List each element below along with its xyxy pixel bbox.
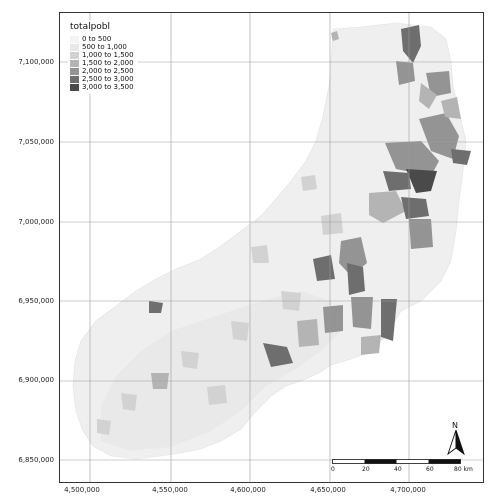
municipality (451, 149, 471, 165)
x-tick-label: 4,650,000 (310, 486, 346, 494)
legend-label: 500 to 1,000 (82, 43, 127, 51)
scale-bar (332, 459, 461, 464)
legend-swatch (70, 43, 79, 51)
legend-swatch (70, 83, 79, 91)
legend-item: 500 to 1,000 (70, 43, 134, 51)
municipality (251, 245, 269, 263)
municipality (441, 97, 461, 119)
municipality (231, 321, 249, 341)
municipality (401, 25, 421, 63)
legend-label: 2,500 to 3,000 (82, 75, 134, 83)
municipality (347, 263, 365, 295)
y-tick-label: 7,100,000 (18, 58, 54, 66)
municipality (383, 171, 411, 191)
legend-item: 3,000 to 3,500 (70, 83, 134, 91)
municipality (406, 169, 437, 193)
legend-swatch (70, 67, 79, 75)
legend-swatch (70, 35, 79, 43)
north-arrow-icon (447, 430, 465, 456)
north-arrow-label: N (452, 421, 458, 430)
x-tick-label: 4,700,000 (390, 486, 426, 494)
municipality (97, 419, 111, 435)
municipality (401, 197, 429, 219)
municipality (181, 351, 199, 369)
legend-item: 1,000 to 1,500 (70, 51, 134, 59)
y-tick-label: 6,850,000 (18, 456, 54, 464)
map-frame[interactable] (59, 12, 484, 483)
municipality (121, 393, 137, 411)
municipality (409, 219, 433, 249)
municipality (207, 385, 227, 405)
legend-label: 2,000 to 2,500 (82, 67, 134, 75)
legend-label: 1,000 to 1,500 (82, 51, 134, 59)
legend-item: 0 to 500 (70, 35, 134, 43)
municipality (419, 83, 437, 109)
municipality (426, 71, 451, 97)
legend-label: 3,000 to 3,500 (82, 83, 134, 91)
municipality (385, 141, 439, 176)
scale-label: 80 km (454, 466, 473, 473)
municipality (381, 299, 397, 341)
scale-label: 40 (394, 466, 402, 473)
legend-swatch (70, 59, 79, 67)
y-tick-label: 6,900,000 (18, 376, 54, 384)
scale-label: 0 (331, 466, 335, 473)
legend-item: 2,000 to 2,500 (70, 67, 134, 75)
municipality (369, 191, 406, 223)
legend-label: 1,500 to 2,000 (82, 59, 134, 67)
municipality (419, 113, 459, 159)
municipality (263, 343, 293, 367)
map-canvas[interactable] (60, 13, 483, 482)
graticule (60, 13, 483, 482)
y-tick-label: 7,050,000 (18, 138, 54, 146)
x-tick-label: 4,550,000 (152, 486, 188, 494)
legend-swatch (70, 51, 79, 59)
municipality (331, 31, 339, 41)
legend-item: 1,500 to 2,000 (70, 59, 134, 67)
legend: totalpobl 0 to 500 500 to 1,000 1,000 to 1… (68, 20, 138, 94)
y-tick-label: 6,950,000 (18, 297, 54, 305)
y-tick-label: 7,000,000 (18, 218, 54, 226)
legend-title: totalpobl (70, 22, 111, 32)
legend-item: 2,500 to 3,000 (70, 75, 134, 83)
municipality (297, 319, 319, 347)
x-tick-label: 4,600,000 (230, 486, 266, 494)
scale-label: 20 (362, 466, 370, 473)
municipality (361, 335, 381, 355)
municipality (321, 213, 343, 235)
municipality (313, 255, 335, 281)
region-shape (101, 291, 341, 451)
municipality (301, 175, 317, 191)
scale-label: 60 (426, 466, 434, 473)
x-tick-label: 4,500,000 (64, 486, 100, 494)
legend-swatch (70, 75, 79, 83)
municipality (396, 61, 415, 85)
municipality (351, 297, 373, 329)
municipality (149, 301, 163, 313)
legend-label: 0 to 500 (82, 35, 112, 43)
municipality (323, 305, 343, 333)
